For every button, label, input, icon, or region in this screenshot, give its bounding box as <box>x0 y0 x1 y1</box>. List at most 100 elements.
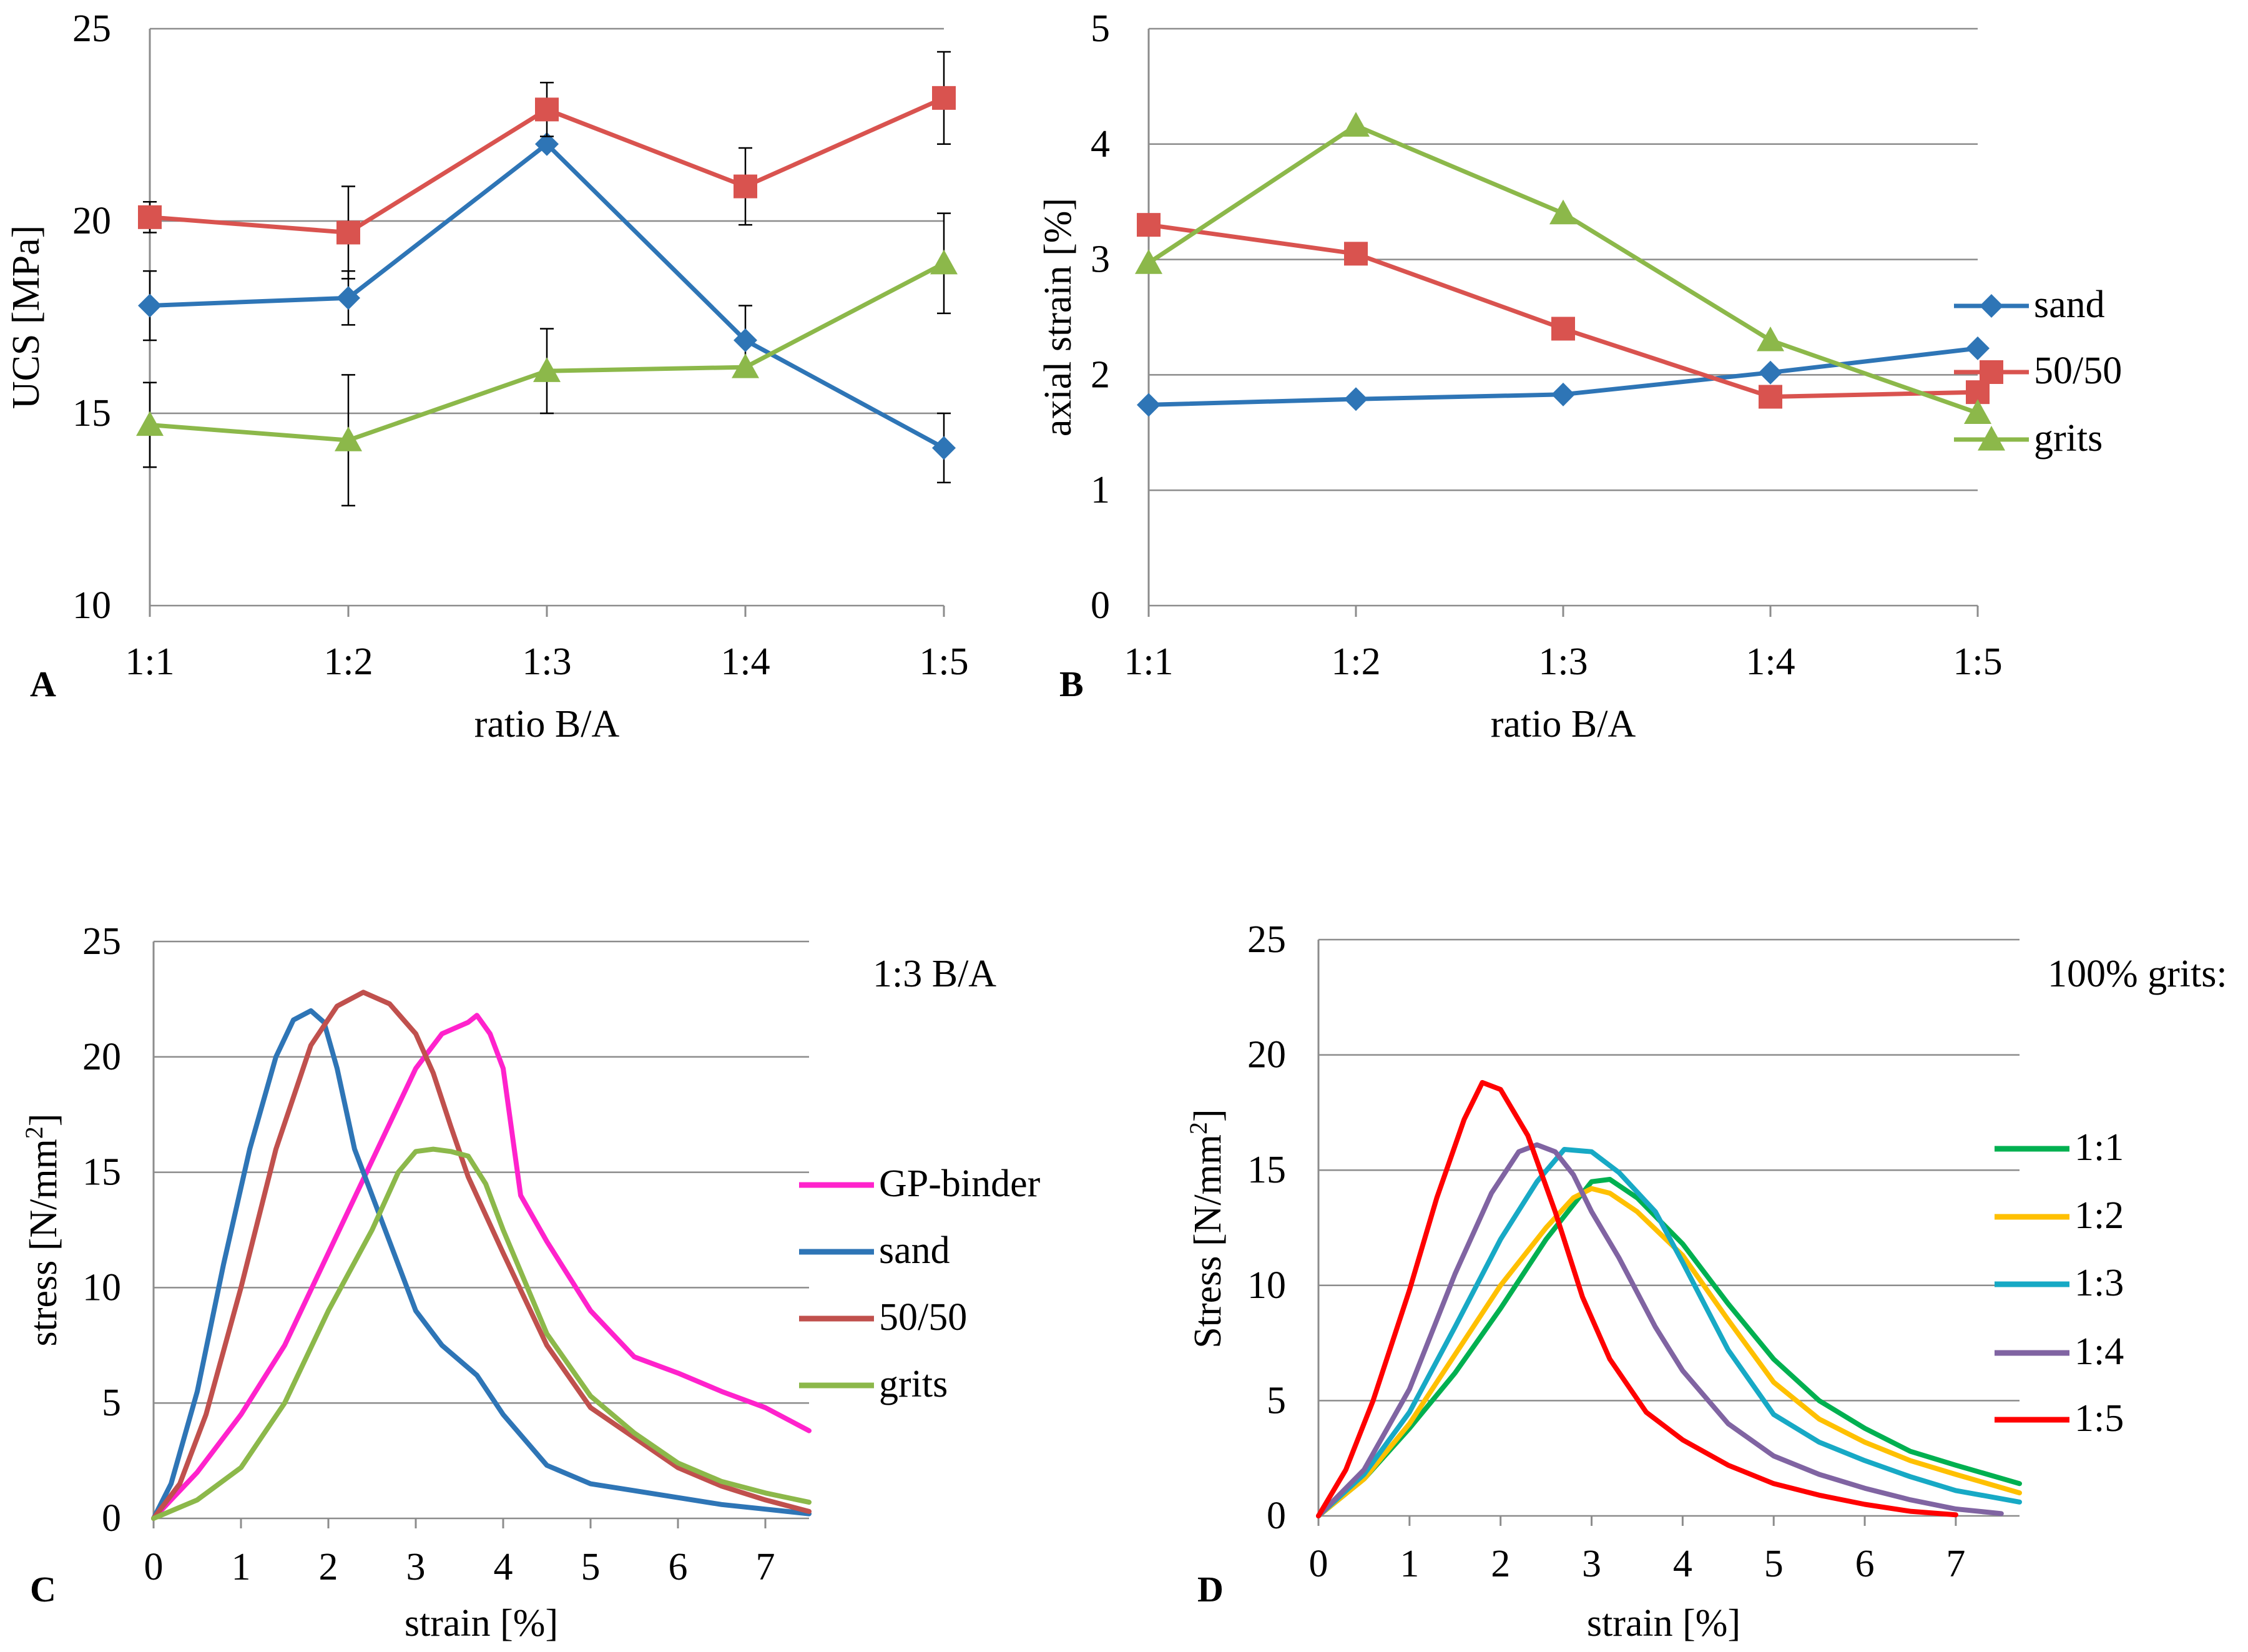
y-tick-label: 10 <box>72 584 111 627</box>
legend-entry: 1:4 <box>1995 1330 2124 1373</box>
legend-entry: 1:3 <box>1995 1262 2124 1304</box>
series-line <box>1316 1147 2022 1518</box>
y-tick-label: 5 <box>102 1382 121 1424</box>
data-point <box>932 436 956 460</box>
panel-label: B <box>1059 664 1084 704</box>
x-tick-label: 1:1 <box>125 641 174 683</box>
series-50-50 <box>1137 213 1990 409</box>
y-tick-label: 1 <box>1091 469 1110 511</box>
y-tick-label: 15 <box>72 392 111 435</box>
series-1-4 <box>1316 1142 2004 1518</box>
data-point <box>1759 385 1782 409</box>
x-tick-label: 1 <box>232 1546 251 1588</box>
series-grits <box>151 1146 812 1521</box>
legend-label: 1:5 <box>2074 1397 2124 1440</box>
data-point <box>1135 249 1162 274</box>
legend-entry: grits <box>1954 417 2103 460</box>
data-point <box>1342 112 1370 137</box>
series-GP-binder <box>151 1013 812 1521</box>
data-point <box>1551 382 1575 406</box>
data-point <box>1759 360 1782 385</box>
data-point <box>930 249 958 275</box>
x-tick-label: 5 <box>1764 1543 1784 1585</box>
legend-label: grits <box>2034 417 2103 460</box>
series-line <box>151 1013 812 1521</box>
data-point <box>533 357 561 382</box>
legend-label: sand <box>879 1229 950 1272</box>
series-50-50 <box>138 51 956 280</box>
x-tick-label: 6 <box>1855 1543 1875 1585</box>
y-tick-label: 5 <box>1091 7 1110 50</box>
x-tick-label: 1:4 <box>1745 641 1795 683</box>
x-axis-label: ratio B/A <box>474 703 620 745</box>
data-point <box>138 293 162 318</box>
series-line <box>1316 1142 2004 1518</box>
legend-label: 50/50 <box>879 1296 967 1339</box>
y-tick-label: 3 <box>1091 238 1110 281</box>
y-tick-label: 0 <box>1267 1495 1286 1537</box>
y-tick-label: 20 <box>82 1036 121 1078</box>
series-grits <box>1135 112 1991 424</box>
y-tick-label: 0 <box>102 1497 121 1540</box>
legend-entry: GP-binder <box>799 1163 1041 1205</box>
data-point <box>1344 387 1368 411</box>
legend-label: 1:3 <box>2074 1262 2124 1304</box>
y-tick-label: 20 <box>1247 1034 1286 1076</box>
data-point <box>1964 399 1991 424</box>
legend-entry: 50/50 <box>1954 350 2122 392</box>
y-axis-label: Stress [N/mm2] <box>1184 1109 1230 1348</box>
legend-marker <box>1978 426 2005 451</box>
panel-label: C <box>30 1569 56 1610</box>
data-point <box>1137 213 1161 237</box>
legend-label: 1:1 <box>2074 1126 2124 1169</box>
data-point <box>535 132 559 156</box>
x-tick-label: 1:5 <box>919 641 968 683</box>
chart-panel-c: 0 5 10 15 20 25 0 1 2 3 4 5 6 7 strain [%] stress [N/mm… <box>20 920 1041 1645</box>
legend-entry: grits <box>799 1363 948 1405</box>
x-tick-label: 7 <box>756 1546 775 1588</box>
x-tick-label: 1 <box>1400 1543 1419 1585</box>
data-point <box>336 286 360 310</box>
legend-marker <box>1980 360 2003 384</box>
y-tick-label: 25 <box>72 7 111 50</box>
x-tick-label: 3 <box>1582 1543 1601 1585</box>
x-tick-label: 2 <box>1491 1543 1510 1585</box>
y-axis-label: stress [N/mm2] <box>20 1113 66 1346</box>
y-tick-label: 20 <box>72 200 111 242</box>
y-tick-label: 4 <box>1091 123 1110 165</box>
x-tick-label: 1:1 <box>1124 641 1173 683</box>
y-tick-label: 25 <box>82 920 121 963</box>
series-grits <box>136 212 958 507</box>
x-tick-label: 0 <box>1309 1543 1328 1585</box>
y-axis-label: UCS [MPa] <box>5 225 47 410</box>
x-axis-label: strain [%] <box>1587 1602 1740 1645</box>
series-line <box>151 1146 812 1521</box>
x-tick-label: 6 <box>669 1546 688 1588</box>
data-point <box>535 97 559 122</box>
y-tick-label: 5 <box>1267 1379 1286 1422</box>
legend-entry: 1:1 <box>1995 1126 2124 1169</box>
data-point <box>734 328 757 352</box>
legend-label: sand <box>2034 283 2105 326</box>
data-point <box>1549 199 1577 225</box>
chart-panel-d: 0 5 10 15 20 25 0 1 2 3 4 5 6 7 strain [%] Stress [N/mm… <box>1184 918 2227 1645</box>
data-point <box>336 220 360 245</box>
data-point <box>732 353 759 378</box>
legend-label: grits <box>879 1363 948 1405</box>
x-axis-label: strain [%] <box>405 1602 558 1645</box>
legend-label: 1:2 <box>2074 1194 2124 1237</box>
legend-entry: sand <box>1954 283 2105 326</box>
x-tick-label: 1:2 <box>323 641 373 683</box>
legend-marker <box>1980 294 2003 318</box>
series-line <box>1316 1177 2022 1518</box>
chart-panel-a: 10 15 20 25 1:1 1:2 1:3 1:4 1:5 ratio B/A UCS [MPa… <box>5 7 969 745</box>
x-tick-label: 1:4 <box>720 641 770 683</box>
panel-label: A <box>30 664 56 704</box>
series-sand <box>1137 336 1990 417</box>
series-line <box>1316 1186 2022 1518</box>
x-tick-label: 5 <box>581 1546 601 1588</box>
legend-label: 1:4 <box>2074 1330 2124 1373</box>
legend-entry: 1:2 <box>1995 1194 2124 1237</box>
series-1-3 <box>1316 1147 2022 1518</box>
